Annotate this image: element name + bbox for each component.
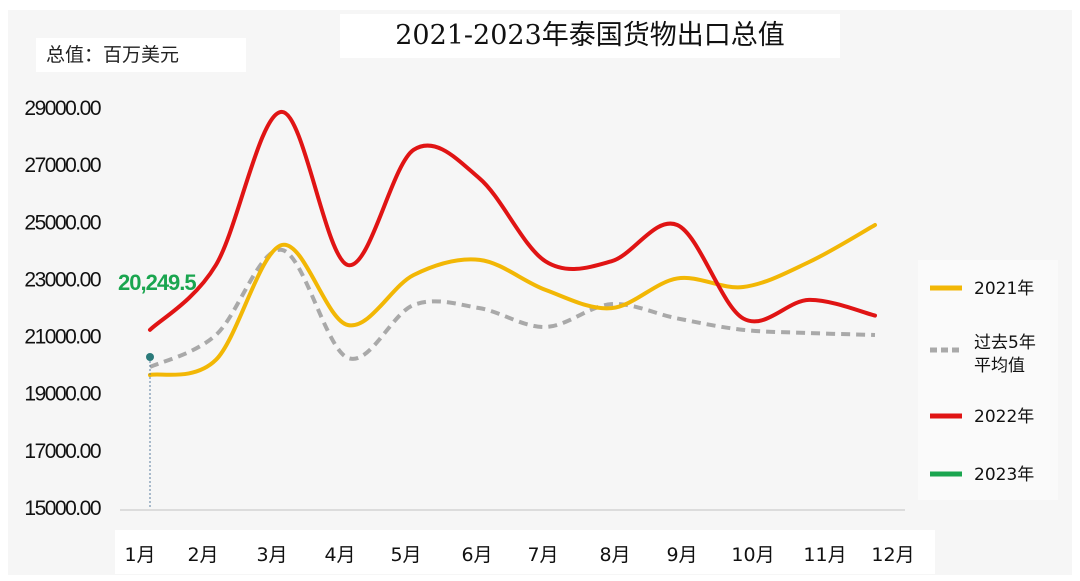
y-tick-label: 29000.00 <box>24 97 100 120</box>
legend-label: 2021年 <box>974 279 1034 299</box>
chart-title: 2021-2023年泰国货物出口总值 <box>340 14 840 58</box>
y-tick-label: 23000.00 <box>24 268 100 291</box>
series-line-0 <box>148 223 877 377</box>
x-tick-label: 2月 <box>187 544 218 566</box>
y-tick-label: 19000.00 <box>24 383 100 406</box>
y-tick-label: 27000.00 <box>24 154 100 177</box>
x-tick-label: 12月 <box>871 544 914 566</box>
x-tick-label: 8月 <box>599 544 630 566</box>
x-tick-label: 6月 <box>461 544 492 566</box>
chart-background <box>8 10 1072 575</box>
y-tick-label: 17000.00 <box>24 440 100 463</box>
legend-label: 过去5年 <box>974 333 1036 353</box>
legend-label: 平均值 <box>974 356 1025 376</box>
x-tick-label: 4月 <box>324 544 355 566</box>
x-tick-label: 9月 <box>666 544 697 566</box>
x-tick-label: 7月 <box>527 544 558 566</box>
y-tick-label: 21000.00 <box>24 326 100 349</box>
legend <box>918 260 1058 500</box>
y-tick-label: 25000.00 <box>24 211 100 234</box>
series-line-1 <box>149 247 876 369</box>
data-label-2023: 20,249.5 <box>118 270 196 295</box>
legend-label: 2023年 <box>974 465 1034 485</box>
x-tick-label: 10月 <box>731 544 774 566</box>
x-tick-label: 11月 <box>803 544 846 566</box>
legend-label: 2022年 <box>974 407 1034 427</box>
x-tick-label: 3月 <box>256 544 287 566</box>
x-tick-label: 1月 <box>124 544 155 566</box>
data-point-2023 <box>146 353 154 362</box>
x-axis-band <box>115 530 935 574</box>
y-axis-label: 总值：百万美元 <box>36 38 246 72</box>
x-tick-label: 5月 <box>390 544 421 566</box>
series-line-2 <box>148 109 877 332</box>
y-tick-label: 15000.00 <box>24 497 100 520</box>
